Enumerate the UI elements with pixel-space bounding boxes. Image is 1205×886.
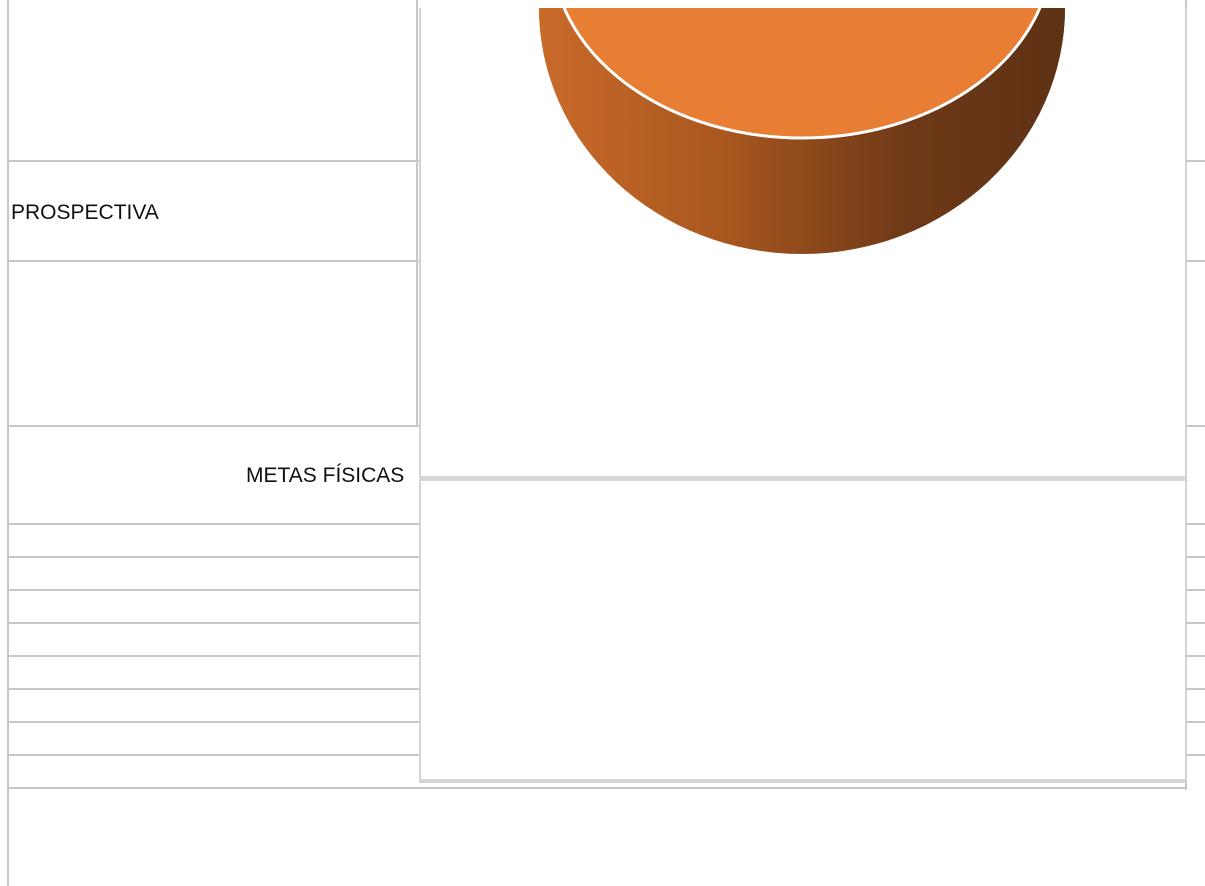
cell-metas-fisicas[interactable]: METAS FÍSICAS: [246, 464, 405, 487]
cell-prospectiva[interactable]: PROSPECTIVA: [11, 201, 159, 224]
pie-chart: [539, 8, 1065, 254]
chart-object[interactable]: [419, 8, 1187, 783]
pie-slice-top: [562, 8, 1042, 140]
left-column-border: [7, 0, 9, 886]
row-border: [7, 787, 1185, 789]
column-divider: [416, 0, 418, 425]
chart-frame-divider: [419, 476, 1185, 481]
